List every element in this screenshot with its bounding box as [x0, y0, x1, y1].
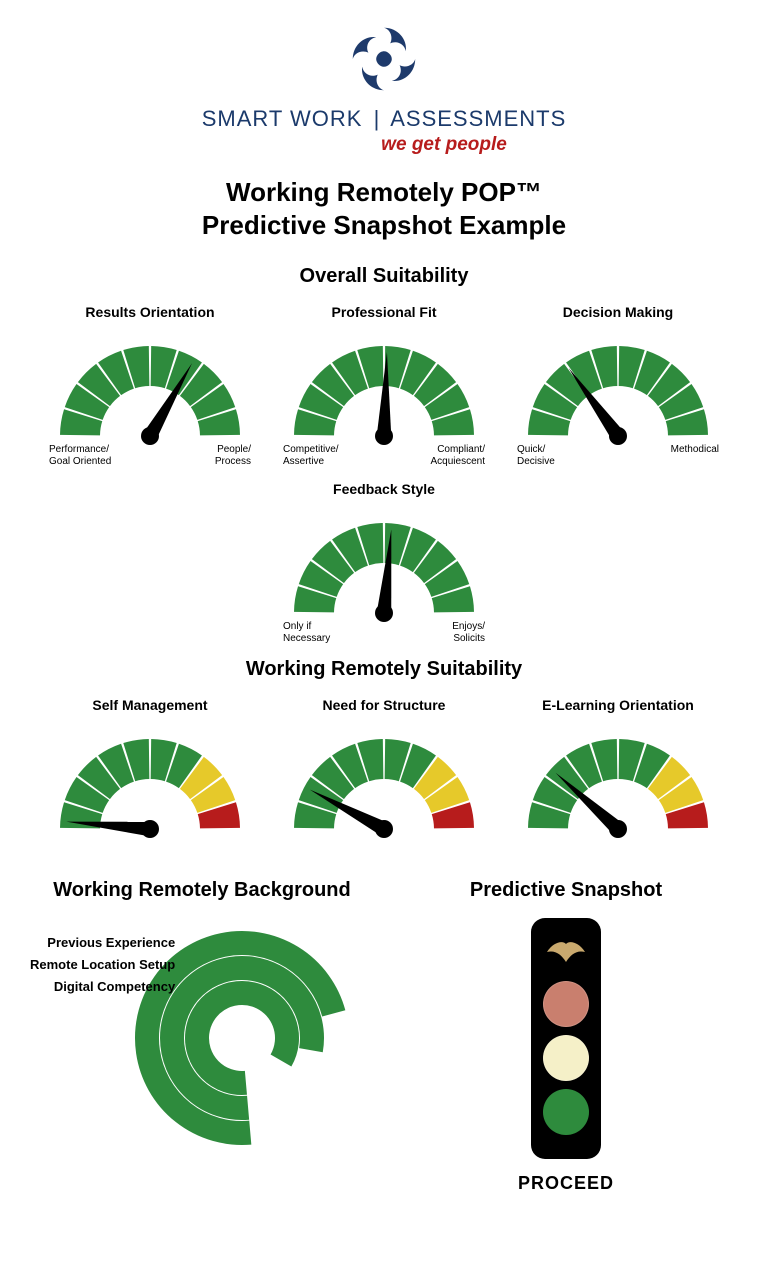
traffic-light-bulb [543, 981, 589, 1027]
gauge-end-labels: Quick/Decisive Methodical [513, 444, 723, 467]
background-column: Working Remotely Background Previous Exp… [30, 869, 374, 1194]
logo: SMART WORK | ASSESSMENTS we get people [30, 20, 738, 156]
brand-name-b: ASSESSMENTS [390, 106, 566, 131]
gauge-cell: Professional FitCompetitive/AssertiveCom… [279, 304, 489, 467]
gauge-title: Decision Making [513, 304, 723, 320]
brand-tagline: we get people [381, 134, 507, 156]
gauge-chart [518, 326, 718, 446]
gauge-title: Feedback Style [279, 481, 489, 497]
gauge-title: E-Learning Orientation [513, 697, 723, 713]
snapshot-section-title: Predictive Snapshot [394, 879, 738, 902]
brand-name-a: SMART WORK [202, 106, 363, 131]
gauge-right-label: Methodical [671, 444, 719, 467]
gauge-chart [50, 719, 250, 839]
gauge-title: Professional Fit [279, 304, 489, 320]
remote-gauge-row: Self Management Need for Structure E-Learn… [30, 697, 738, 839]
page-title-line1: Working Remotely POP™ [226, 177, 542, 207]
bottom-row: Working Remotely Background Previous Exp… [30, 869, 738, 1194]
gauge-end-labels: Performance/Goal Oriented People/Process [45, 444, 255, 467]
gauge-cell: Feedback Style Only ifNecessary Enjoys/Sol… [279, 481, 489, 644]
gauge-end-labels: Competitive/Assertive Compliant/Acquiesce… [279, 444, 489, 467]
background-label: Remote Location Setup [30, 954, 175, 976]
brand-text: SMART WORK | ASSESSMENTS [202, 106, 567, 132]
traffic-light [531, 918, 601, 1159]
tagline-c: people [446, 134, 507, 155]
gauge-title: Self Management [45, 697, 255, 713]
background-label: Digital Competency [30, 976, 175, 998]
gauge-right-label: People/Process [215, 444, 251, 467]
gauge-chart [284, 503, 484, 623]
traffic-lights-stack [543, 981, 589, 1135]
gauge-title: Need for Structure [279, 697, 489, 713]
tagline-a: we [381, 134, 406, 155]
traffic-light-bulb [543, 1089, 589, 1135]
header: SMART WORK | ASSESSMENTS we get people [30, 20, 738, 156]
remote-section-title: Working Remotely Suitability [30, 658, 738, 681]
gauge-left-label: Quick/Decisive [517, 444, 555, 467]
background-section-title: Working Remotely Background [30, 879, 374, 902]
page-title-line2: Predictive Snapshot Example [202, 210, 566, 240]
background-label: Previous Experience [30, 932, 175, 954]
gauge-right-label: Enjoys/Solicits [452, 621, 485, 644]
gauge-cell: Results Orientation Performance/Goal Orie… [45, 304, 255, 467]
gauge-cell: Self Management [45, 697, 255, 839]
gauge-chart [518, 719, 718, 839]
gauge-cell: Decision Making Quick/Decisive Methodical [513, 304, 723, 467]
gauge-left-label: Only ifNecessary [283, 621, 330, 644]
snapshot-result: PROCEED [394, 1173, 738, 1194]
bird-icon [543, 932, 589, 968]
snapshot-column: Predictive Snapshot PROCEED [394, 869, 738, 1194]
background-labels: Previous ExperienceRemote Location Setup… [30, 932, 175, 998]
gauge-cell: E-Learning Orientation [513, 697, 723, 839]
gauge-left-label: Performance/Goal Oriented [49, 444, 111, 467]
traffic-light-bulb [543, 1035, 589, 1081]
page-title: Working Remotely POP™ Predictive Snapsho… [30, 176, 738, 241]
brand-separator: | [374, 106, 381, 131]
overall-section-title: Overall Suitability [30, 265, 738, 288]
gauge-title: Results Orientation [45, 304, 255, 320]
gauge-cell: Need for Structure [279, 697, 489, 839]
tagline-b: get [412, 134, 441, 155]
logo-mark-icon [345, 20, 423, 98]
gauge-end-labels: Only ifNecessary Enjoys/Solicits [279, 621, 489, 644]
gauge-chart [284, 326, 484, 446]
gauge-chart [284, 719, 484, 839]
gauge-left-label: Competitive/Assertive [283, 444, 339, 467]
background-chart-wrap: Previous ExperienceRemote Location Setup… [30, 918, 374, 1158]
gauge-chart [50, 326, 250, 446]
gauge-right-label: Compliant/Acquiescent [431, 444, 485, 467]
